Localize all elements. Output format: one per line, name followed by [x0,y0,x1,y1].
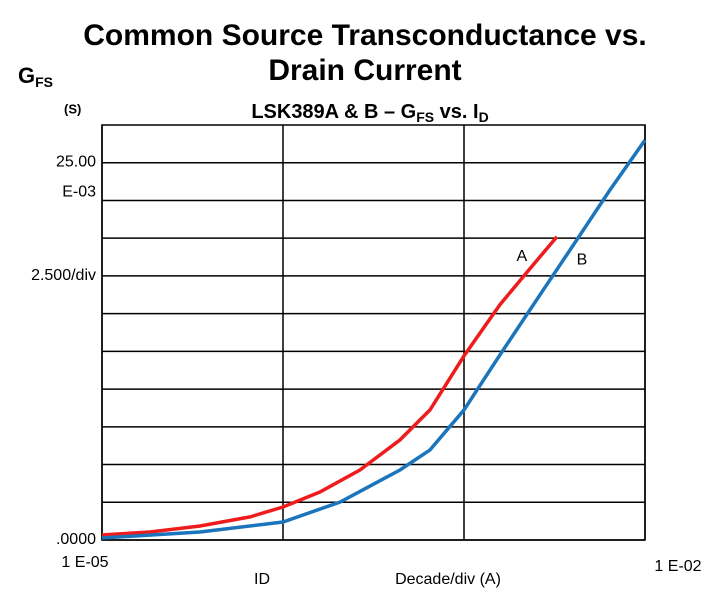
x-scale-label: Decade/div (A) [395,571,501,588]
subtitle-part: LSK389A & B – G [251,101,416,123]
x-tick-label: 1 E-02 [654,558,701,575]
y-scale-label: 2.500/div [31,267,96,284]
subtitle-part: vs. I [434,101,478,123]
chart-title: Common Source Transconductance vs. [83,19,646,52]
chart-title: Drain Current [268,54,461,87]
y-axis-unit: (S) [64,101,81,116]
plot-frame [101,124,646,541]
y-label-sub: FS [35,74,53,90]
series-line [101,139,647,540]
x-axis-label: ID [254,571,270,588]
y-axis-label: GFS [18,63,53,90]
legend-label: A [517,248,528,265]
series-line [101,235,559,537]
subtitle-sub: FS [416,109,434,125]
legend-label: B [577,251,588,268]
y-label-part: G [18,63,35,88]
subtitle-sub: D [479,109,489,125]
chart-subtitle: LSK389A & B – GFS vs. ID [251,101,488,124]
y-tick-label: .0000 [56,531,96,548]
y-tick-label: 25.00 E-03 [56,154,96,201]
x-tick-label: 1 E-05 [61,554,108,571]
